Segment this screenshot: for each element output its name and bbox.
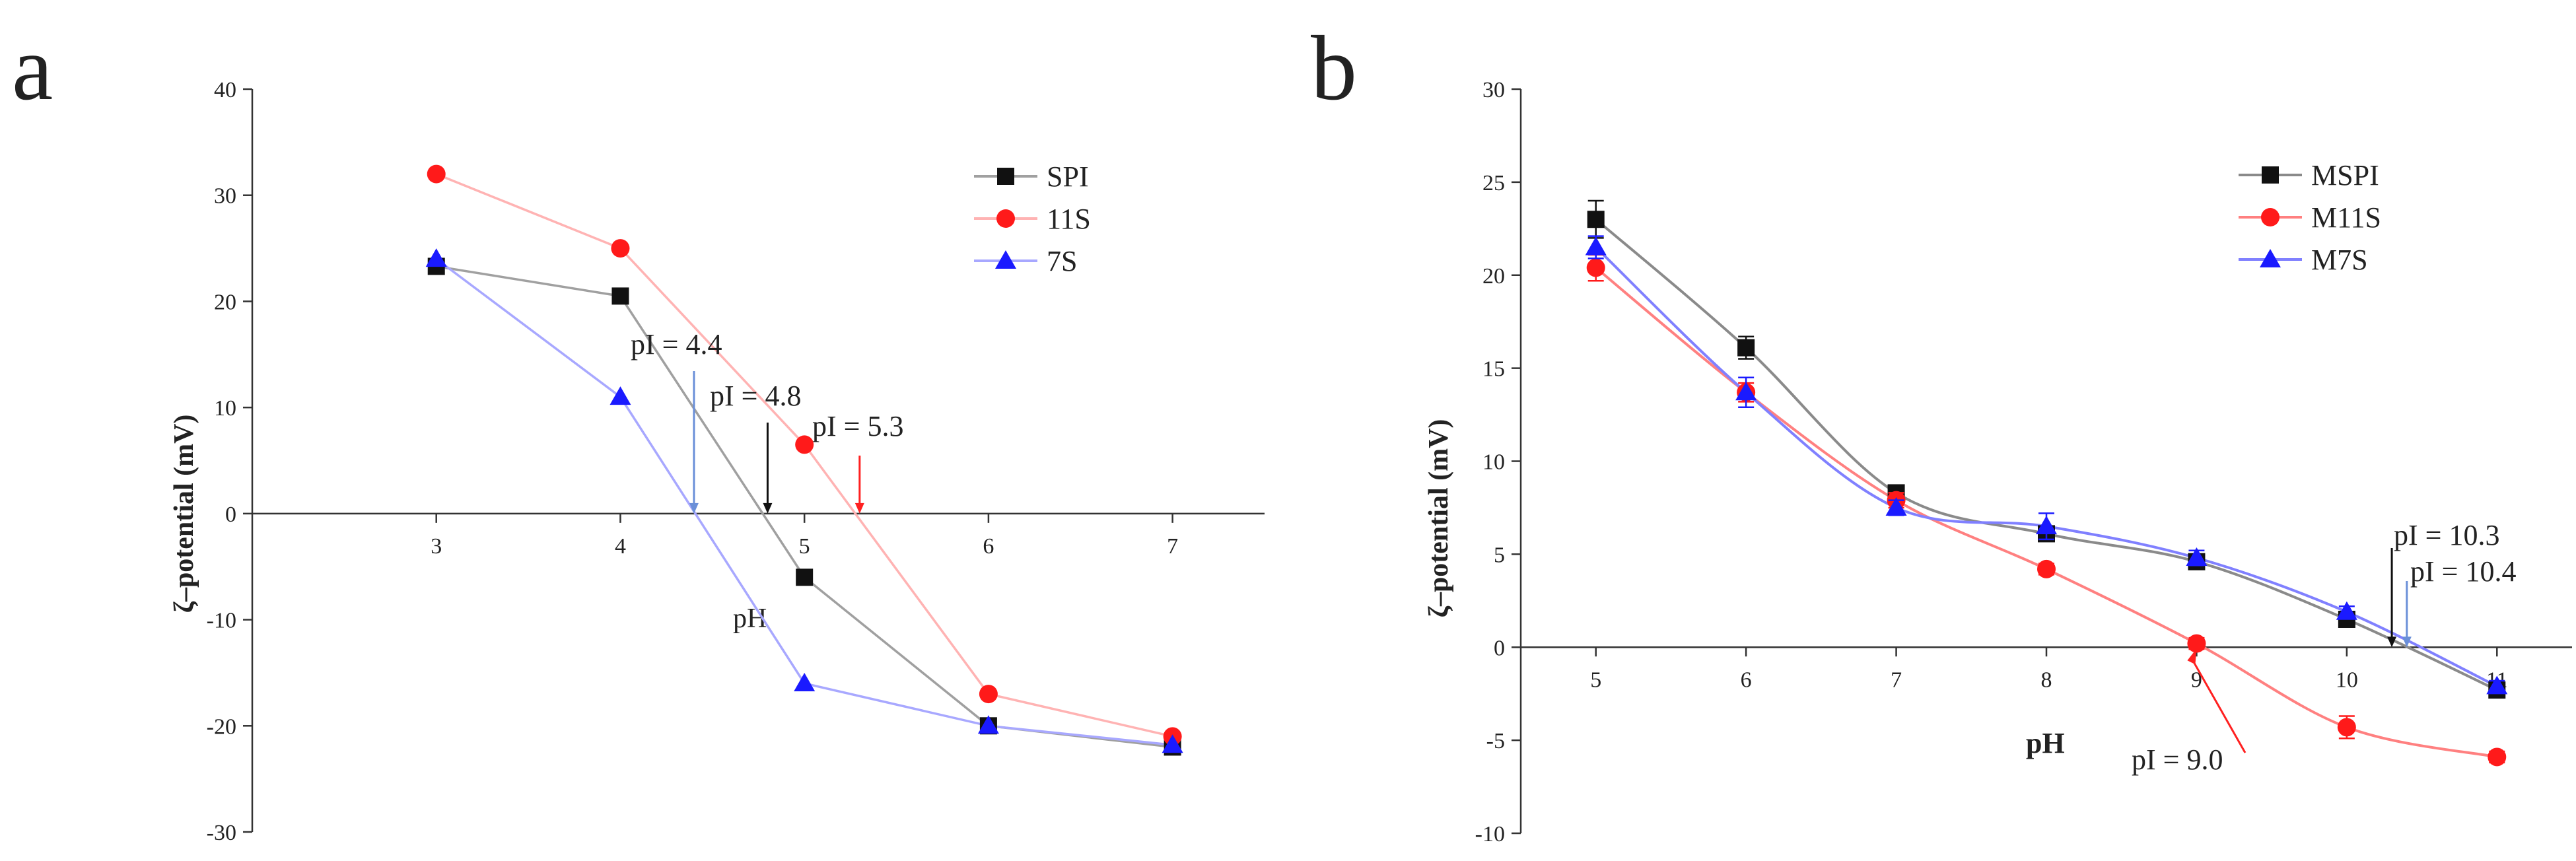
a-point-7S	[425, 248, 447, 267]
b-point-M7S	[2036, 516, 2057, 535]
b-point-M11S	[2488, 747, 2507, 767]
b-y-tick-label: 15	[1482, 357, 1505, 382]
b-x-axis-label: pH	[2026, 727, 2065, 759]
b-x-tick-label: 7	[1891, 668, 1902, 692]
b-point-M7S	[2336, 601, 2357, 620]
a-pi-label-1: pI = 4.8	[710, 380, 801, 412]
a-y-tick-label: 30	[214, 184, 236, 209]
b-y-tick-label: 10	[1482, 450, 1505, 475]
a-x-tick-label: 4	[615, 534, 626, 559]
panel-b-y-axis-label: ζ–potential (mV)	[1424, 419, 1454, 618]
b-pi-arrow-1-head	[2402, 637, 2412, 648]
b-legend-marker-M11S	[2261, 208, 2280, 226]
panel-b-label: b	[1311, 17, 1357, 120]
a-legend-marker-SPI	[997, 168, 1014, 185]
b-pi-arrow-2-shaft	[2190, 657, 2246, 753]
b-y-tick-label: 30	[1482, 78, 1505, 102]
a-point-7S	[794, 673, 816, 691]
b-x-tick-label: 6	[1741, 668, 1752, 692]
b-y-tick-label: 5	[1494, 543, 1505, 567]
a-y-tick-label: -30	[207, 821, 236, 845]
b-pi-arrow-0-head	[2387, 637, 2397, 648]
b-point-M11S	[2187, 634, 2206, 653]
b-x-tick-label: 9	[2191, 668, 2202, 692]
b-legend-marker-M7S	[2260, 249, 2281, 267]
b-point-MSPI	[1587, 211, 1605, 228]
b-point-M11S	[2337, 718, 2356, 737]
b-point-M7S	[1885, 497, 1907, 516]
b-x-tick-label: 5	[1590, 668, 1601, 692]
a-point-7S	[609, 386, 631, 405]
b-point-M11S	[1586, 258, 1605, 277]
a-point-7S	[977, 715, 999, 734]
b-y-tick-label: 0	[1494, 636, 1505, 660]
a-point-7S	[1162, 734, 1183, 753]
b-y-tick-label: 25	[1482, 171, 1505, 195]
b-x-tick-label: 8	[2041, 668, 2052, 692]
b-point-M7S	[1585, 236, 1607, 256]
b-y-tick-label: -10	[1475, 822, 1505, 846]
a-y-tick-label: 20	[214, 290, 236, 314]
b-point-M7S	[2186, 547, 2208, 567]
a-point-11S	[979, 685, 998, 704]
b-legend-label-MSPI: MSPI	[2311, 159, 2379, 191]
b-y-tick-label: 20	[1482, 264, 1505, 289]
a-legend-label-7S: 7S	[1047, 245, 1077, 277]
a-x-axis-label: pH	[733, 603, 767, 634]
b-pi-label-1: pI = 10.4	[2410, 555, 2516, 588]
a-pi-arrow-0-head	[689, 502, 699, 514]
b-legend-marker-MSPI	[2262, 166, 2279, 184]
a-point-SPI	[611, 287, 629, 305]
b-pi-label-0: pI = 10.3	[2394, 519, 2499, 551]
a-x-tick-label: 3	[431, 534, 442, 559]
a-point-11S	[795, 435, 814, 454]
a-x-tick-label: 6	[983, 534, 994, 559]
a-point-SPI	[796, 568, 814, 586]
a-x-tick-label: 7	[1167, 534, 1178, 559]
panel-a-chart: a ζ–potential (mV) 40 30 20 10 0 -10 -20 -30 3 4 5…	[12, 17, 1265, 845]
a-legend-marker-11S	[996, 209, 1015, 228]
a-y-tick-label: -10	[207, 609, 236, 633]
b-point-MSPI	[1737, 339, 1755, 357]
b-pi-label-2: pI = 9.0	[2132, 743, 2223, 776]
panel-a-label: a	[12, 17, 53, 120]
panel-a-y-axis-label: ζ–potential (mV)	[169, 415, 199, 613]
b-y-tick-label: -5	[1486, 729, 1505, 753]
b-pi-arrow-2-head	[2187, 648, 2197, 665]
b-x-tick-label: 10	[2336, 668, 2358, 692]
a-y-tick-label: -20	[207, 714, 236, 739]
a-legend-label-11S: 11S	[1047, 203, 1091, 235]
a-legend-marker-7S	[995, 250, 1016, 269]
b-point-M7S	[1735, 382, 1757, 401]
a-pi-label-2: pI = 5.3	[812, 410, 903, 442]
a-y-tick-label: 0	[225, 502, 236, 527]
a-point-11S	[427, 164, 446, 184]
a-pi-label-0: pI = 4.4	[631, 328, 722, 361]
b-legend-label-M7S: M7S	[2311, 244, 2368, 276]
a-point-11S	[611, 239, 630, 258]
a-x-tick-label: 5	[799, 534, 810, 559]
a-pi-arrow-2-head	[854, 502, 864, 514]
b-point-M7S	[2486, 675, 2508, 695]
a-pi-arrow-1-head	[763, 502, 773, 514]
panel-b-chart: b ζ–potential (mV) 30 25 20 15 10 5 0 -5 -10 5 6 7 8…	[1311, 17, 2572, 846]
b-point-M11S	[2037, 559, 2056, 578]
a-legend-label-SPI: SPI	[1047, 160, 1089, 193]
a-y-tick-label: 10	[214, 396, 236, 421]
a-y-tick-label: 40	[214, 78, 236, 102]
b-legend-label-M11S: M11S	[2311, 201, 2381, 234]
